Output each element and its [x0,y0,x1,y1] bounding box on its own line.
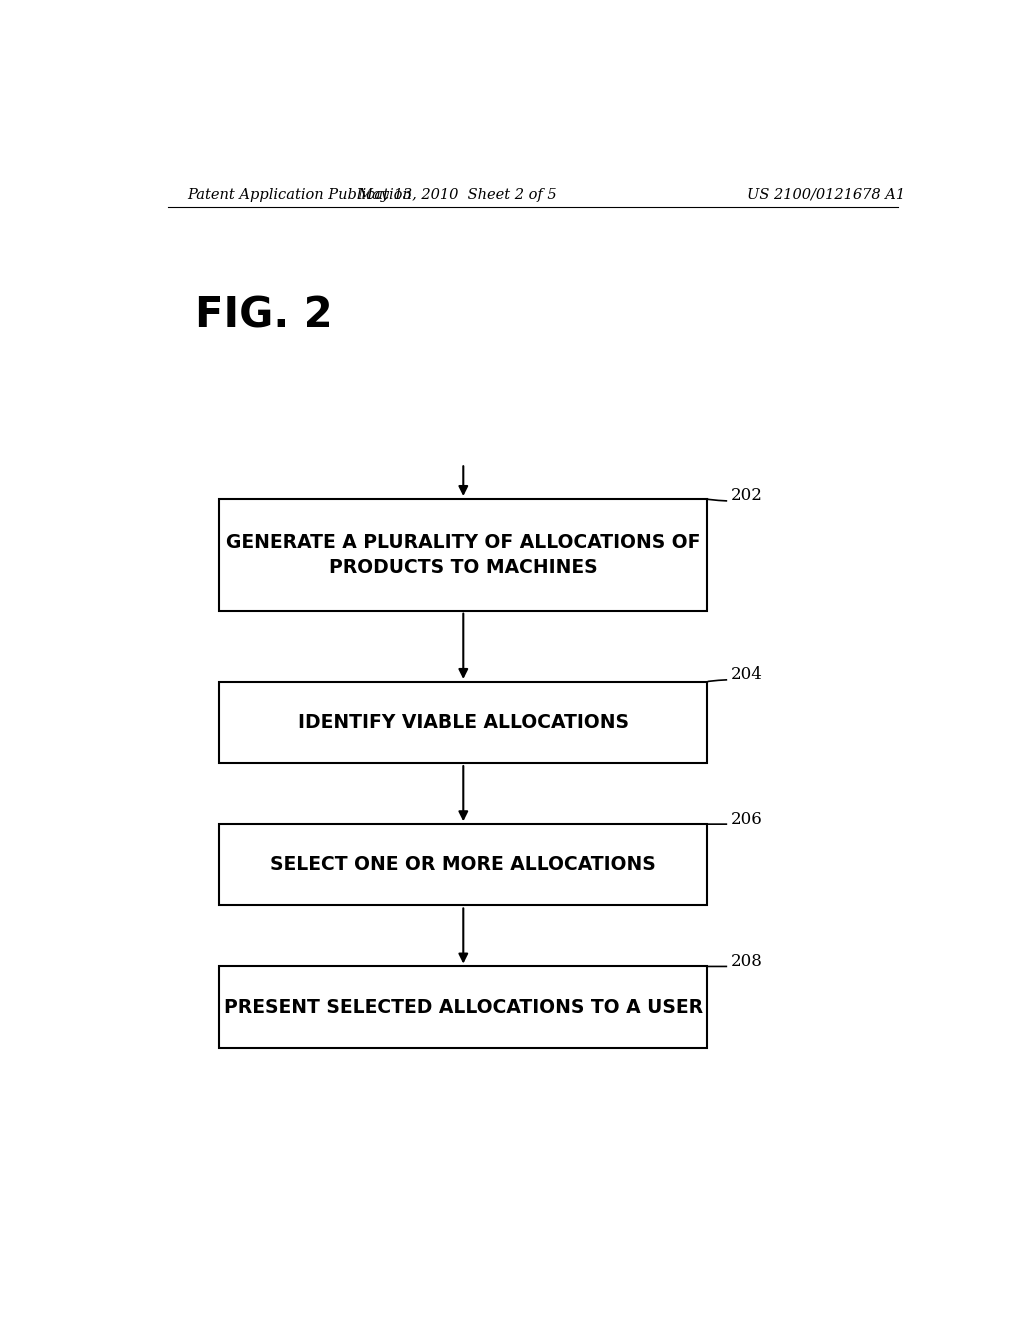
Text: GENERATE A PLURALITY OF ALLOCATIONS OF
PRODUCTS TO MACHINES: GENERATE A PLURALITY OF ALLOCATIONS OF P… [226,533,700,577]
Text: US 2100/0121678 A1: US 2100/0121678 A1 [748,187,905,202]
Text: 204: 204 [731,667,763,684]
Text: 206: 206 [731,810,763,828]
Text: IDENTIFY VIABLE ALLOCATIONS: IDENTIFY VIABLE ALLOCATIONS [298,713,629,733]
Text: May 13, 2010  Sheet 2 of 5: May 13, 2010 Sheet 2 of 5 [357,187,557,202]
Text: PRESENT SELECTED ALLOCATIONS TO A USER: PRESENT SELECTED ALLOCATIONS TO A USER [223,998,702,1016]
Text: SELECT ONE OR MORE ALLOCATIONS: SELECT ONE OR MORE ALLOCATIONS [270,855,656,874]
Text: 202: 202 [731,487,763,504]
Bar [219,682,708,763]
Bar [219,966,708,1048]
Text: 208: 208 [731,953,763,970]
Bar [219,824,708,906]
Text: Patent Application Publication: Patent Application Publication [187,187,413,202]
Text: FIG. 2: FIG. 2 [196,294,333,337]
Bar [219,499,708,611]
